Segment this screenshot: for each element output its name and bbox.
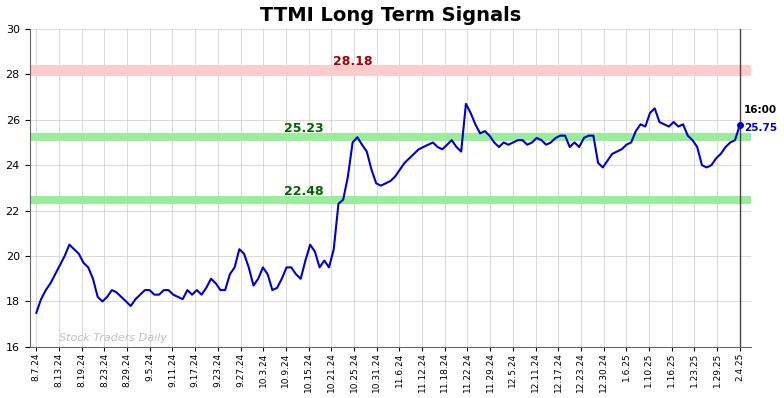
Text: Stock Traders Daily: Stock Traders Daily [59, 333, 167, 343]
Text: 28.18: 28.18 [333, 55, 372, 68]
Bar [30, 195, 751, 204]
Text: 22.48: 22.48 [284, 185, 324, 198]
Text: 25.75: 25.75 [744, 123, 778, 133]
Title: TTMI Long Term Signals: TTMI Long Term Signals [260, 6, 521, 25]
Text: 25.23: 25.23 [284, 122, 324, 135]
Bar [30, 133, 751, 141]
Text: 16:00: 16:00 [744, 105, 778, 115]
Bar [30, 64, 751, 76]
